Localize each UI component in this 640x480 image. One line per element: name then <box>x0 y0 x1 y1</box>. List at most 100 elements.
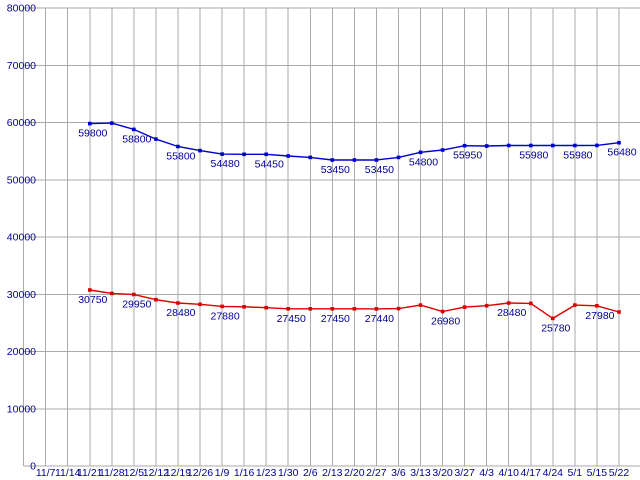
x-tick-label: 12/26 <box>187 467 213 479</box>
x-tick-label: 3/20 <box>432 467 453 479</box>
series-blue-marker <box>132 127 136 132</box>
series-red-marker <box>154 297 158 302</box>
series-red-marker <box>462 305 467 309</box>
data-label: 28480 <box>166 307 195 319</box>
data-label: 58800 <box>122 133 151 145</box>
y-tick-label: 80000 <box>7 3 36 15</box>
data-label: 30750 <box>78 294 107 306</box>
series-blue-marker <box>506 143 511 148</box>
x-tick-label: 1/9 <box>215 467 230 479</box>
x-tick-label: 4/10 <box>498 467 519 479</box>
series-blue-marker <box>573 143 577 148</box>
series-red-marker <box>242 305 246 309</box>
series-red <box>88 288 621 321</box>
series-red-marker <box>220 304 224 309</box>
series-blue-marker <box>176 144 180 149</box>
series-blue-marker <box>242 152 246 157</box>
series-red-marker <box>396 306 401 311</box>
data-label: 55950 <box>453 150 482 162</box>
series-blue-marker <box>352 158 357 162</box>
series-blue-marker <box>308 155 313 160</box>
gridlines <box>23 7 640 467</box>
series-red-marker <box>330 307 335 311</box>
data-label: 53450 <box>321 164 350 176</box>
series-red-marker <box>308 307 313 311</box>
x-tick-label: 12/5 <box>124 467 145 479</box>
series-blue-marker <box>88 121 92 126</box>
data-label: 54450 <box>255 158 284 170</box>
series-red-marker <box>617 310 621 314</box>
series-red-marker <box>352 307 357 311</box>
series-red-marker <box>374 307 379 311</box>
y-axis-labels: 0 10000 20000 30000 40000 50000 60000 70000 8000… <box>7 3 36 473</box>
series-blue-marker <box>330 158 335 162</box>
y-tick-label: 10000 <box>7 403 36 415</box>
y-tick-label: 50000 <box>7 174 36 186</box>
x-tick-label: 1/30 <box>278 467 299 479</box>
x-tick-label: 4/24 <box>543 467 564 479</box>
x-tick-label: 12/12 <box>143 467 169 479</box>
x-tick-label: 2/20 <box>344 467 365 479</box>
x-tick-label: 2/27 <box>366 467 387 479</box>
x-tick-label: 11/7 <box>36 467 56 479</box>
series-blue-marker <box>418 150 423 155</box>
series-blue-marker <box>529 143 533 148</box>
data-label: 54480 <box>210 158 239 170</box>
series-blue-marker <box>440 148 445 152</box>
x-tick-label: 4/17 <box>521 467 542 479</box>
series-red-marker <box>110 291 114 296</box>
x-tick-label: 3/13 <box>410 467 431 479</box>
series-red-data-labels: 30750 29950 28480 27880 27450 27450 27440 26980… <box>78 294 614 334</box>
series-blue-data-labels: 59800 58800 55800 54480 54450 53450 53450 54800… <box>78 128 637 176</box>
x-tick-label: 2/6 <box>303 467 318 479</box>
data-label: 27440 <box>365 313 394 325</box>
series-red-marker <box>573 303 577 307</box>
series-blue-marker <box>264 152 268 157</box>
y-tick-label: 70000 <box>7 60 36 72</box>
series-blue-marker <box>374 158 379 162</box>
data-label: 54800 <box>409 156 438 168</box>
series-blue-marker <box>220 152 224 156</box>
series-red-marker <box>529 301 533 306</box>
series-red-marker <box>506 301 511 305</box>
data-label: 27450 <box>321 313 350 325</box>
x-tick-label: 2/13 <box>322 467 343 479</box>
data-label: 53450 <box>365 164 394 176</box>
series-red-marker <box>198 302 202 307</box>
series-red-marker <box>595 304 599 308</box>
series-blue-marker <box>484 144 489 148</box>
y-tick-label: 30000 <box>7 289 36 301</box>
series-red-marker <box>176 301 180 305</box>
data-label: 55800 <box>166 151 195 163</box>
x-tick-label: 3/6 <box>391 467 406 479</box>
series-blue-marker <box>198 148 202 153</box>
x-tick-label: 5/15 <box>587 467 608 479</box>
series-red-marker <box>88 288 92 292</box>
data-label: 26980 <box>431 316 460 328</box>
x-tick-label: 5/1 <box>568 467 583 479</box>
data-label: 59800 <box>78 128 107 140</box>
x-tick-label: 11/28 <box>99 467 125 479</box>
data-label: 55980 <box>519 150 548 162</box>
data-label: 27980 <box>585 310 614 322</box>
series-blue-marker <box>617 140 621 145</box>
y-tick-label: 40000 <box>7 232 36 244</box>
series-blue-marker <box>551 143 555 148</box>
x-tick-label: 1/23 <box>256 467 277 479</box>
data-label: 27450 <box>277 313 306 325</box>
series-red-marker <box>440 309 445 314</box>
series-blue-marker <box>154 137 158 141</box>
series-blue <box>88 121 621 162</box>
series-red-marker <box>551 316 555 321</box>
series-blue-marker <box>286 154 290 158</box>
x-tick-label: 5/22 <box>609 467 630 479</box>
series-red-marker <box>484 303 489 308</box>
y-tick-label: 60000 <box>7 117 36 129</box>
series-red-marker <box>418 303 423 307</box>
data-label: 27880 <box>210 310 239 322</box>
x-tick-label: 4/3 <box>479 467 494 479</box>
